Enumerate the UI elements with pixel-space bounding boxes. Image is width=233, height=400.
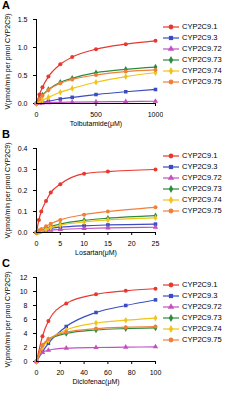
svg-text:0: 0 — [24, 358, 28, 365]
svg-text:40: 40 — [80, 369, 88, 376]
svg-text:60: 60 — [104, 369, 112, 376]
svg-text:2: 2 — [24, 344, 28, 351]
html-text:CYP2C9.72: CYP2C9.72 — [182, 302, 222, 311]
svg-text:0.4: 0.4 — [18, 145, 28, 152]
svg-text:12: 12 — [20, 274, 28, 281]
svg-text:20: 20 — [56, 369, 64, 376]
svg-text:80: 80 — [128, 369, 136, 376]
html-text:CYP2C9.3: CYP2C9.3 — [182, 162, 218, 171]
svg-text:100: 100 — [150, 369, 162, 376]
svg-text:0: 0 — [35, 111, 39, 118]
html-text:CYP2C9.73: CYP2C9.73 — [182, 55, 222, 64]
html-text:CYP2C9.74: CYP2C9.74 — [182, 66, 222, 75]
svg-text:0: 0 — [35, 369, 39, 376]
svg-text:10: 10 — [20, 288, 28, 295]
html-text:CYP2C9.3: CYP2C9.3 — [182, 33, 218, 42]
html-text:CYP2C9.75: CYP2C9.75 — [182, 77, 222, 86]
svg-text:V(pmol/min per pmol CYP2C9): V(pmol/min per pmol CYP2C9) — [4, 13, 12, 109]
svg-text:1.5: 1.5 — [18, 16, 28, 23]
html-text:B: B — [2, 128, 10, 140]
svg-text:Diclofenac(μM): Diclofenac(μM) — [72, 378, 119, 386]
html-text:CYP2C9.1: CYP2C9.1 — [182, 22, 218, 31]
svg-text:1000: 1000 — [148, 111, 163, 118]
svg-text:20: 20 — [128, 240, 136, 247]
html-text:CYP2C9.74: CYP2C9.74 — [182, 324, 222, 333]
svg-text:V(pmol/min per pmol CYP2C9): V(pmol/min per pmol CYP2C9) — [4, 142, 12, 238]
svg-text:Tolbutamide(μM): Tolbutamide(μM) — [70, 120, 122, 128]
svg-text:0.5: 0.5 — [18, 72, 28, 79]
svg-text:0.3: 0.3 — [18, 166, 28, 173]
html-text:CYP2C9.3: CYP2C9.3 — [182, 291, 218, 300]
html-text:CYP2C9.75: CYP2C9.75 — [182, 206, 222, 215]
svg-text:1.0: 1.0 — [18, 44, 28, 51]
svg-text:8: 8 — [24, 302, 28, 309]
html-text:CYP2C9.1: CYP2C9.1 — [182, 151, 218, 160]
html-text:CYP2C9.74: CYP2C9.74 — [182, 195, 222, 204]
html-text:CYP2C9.75: CYP2C9.75 — [182, 335, 222, 344]
svg-text:6: 6 — [24, 316, 28, 323]
html-text:C: C — [2, 257, 10, 269]
svg-text:0.1: 0.1 — [18, 208, 28, 215]
html-text:CYP2C9.1: CYP2C9.1 — [182, 280, 218, 289]
html-text:CYP2C9.73: CYP2C9.73 — [182, 184, 222, 193]
svg-text:500: 500 — [90, 111, 102, 118]
svg-text:0: 0 — [35, 240, 39, 247]
svg-text:4: 4 — [24, 330, 28, 337]
html-text:CYP2C9.73: CYP2C9.73 — [182, 313, 222, 322]
svg-text:0.2: 0.2 — [18, 187, 28, 194]
svg-text:0.0: 0.0 — [18, 100, 28, 107]
svg-text:10: 10 — [80, 240, 88, 247]
svg-text:Losartan(μM): Losartan(μM) — [75, 249, 117, 257]
svg-text:0.0: 0.0 — [18, 229, 28, 236]
svg-text:5: 5 — [58, 240, 62, 247]
html-text:CYP2C9.72: CYP2C9.72 — [182, 173, 222, 182]
html-text:A: A — [2, 0, 10, 11]
svg-text:V(pmol/min per pmol CYP2C9): V(pmol/min per pmol CYP2C9) — [4, 271, 12, 367]
html-text:CYP2C9.72: CYP2C9.72 — [182, 44, 222, 53]
svg-text:25: 25 — [152, 240, 160, 247]
svg-text:15: 15 — [104, 240, 112, 247]
